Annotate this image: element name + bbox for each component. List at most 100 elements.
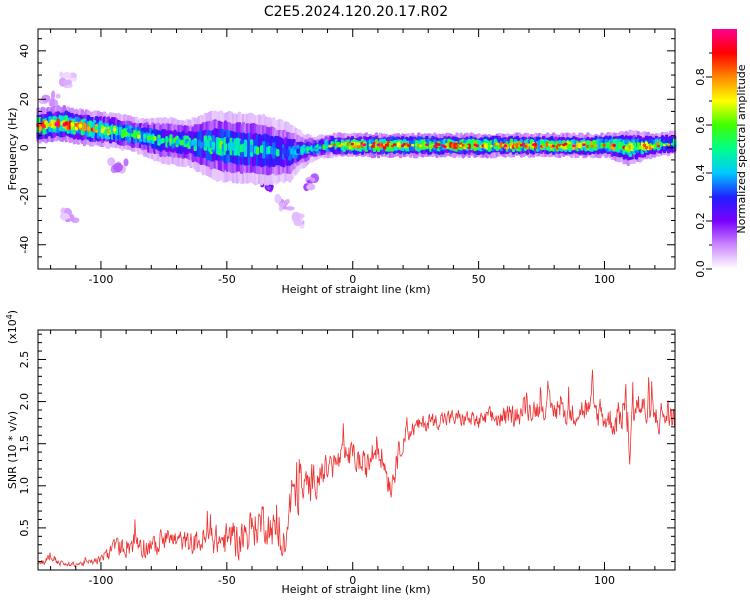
spectrogram-cell bbox=[495, 142, 500, 146]
spectrogram-cell bbox=[153, 136, 157, 141]
spectrogram-cell bbox=[411, 143, 415, 147]
spectrogram-cell bbox=[475, 144, 479, 148]
snr-y-multiplier: (x104) bbox=[5, 310, 19, 344]
spectrogram-cell bbox=[286, 149, 290, 157]
spectrogram-x-label: Height of straight line (km) bbox=[281, 283, 430, 296]
spectrogram-blob bbox=[51, 90, 56, 100]
spectrogram-frame bbox=[37, 28, 676, 270]
spectrogram-cell bbox=[638, 145, 643, 150]
colorbar-gradient bbox=[712, 29, 737, 269]
spectrogram-cell bbox=[290, 148, 294, 155]
spectrogram-cell bbox=[199, 141, 203, 149]
spectrogram-cell bbox=[352, 145, 357, 149]
colorbar-tick-label: 0.4 bbox=[694, 164, 707, 182]
spectrogram-cell bbox=[648, 143, 653, 147]
spectrogram-cell bbox=[223, 143, 228, 152]
spectrogram-cell bbox=[455, 144, 459, 148]
spectrogram-cell bbox=[509, 143, 514, 146]
spectrogram-cell bbox=[652, 143, 657, 150]
spectrogram-cell bbox=[666, 143, 671, 146]
spectrogram-cell bbox=[308, 146, 312, 150]
spectrogram-cell bbox=[578, 142, 582, 149]
spectrogram-cell bbox=[332, 143, 336, 147]
spectrogram-ticks: -100 -50 0 50 100 -40 -20 0 20 40 bbox=[18, 29, 675, 286]
spectrogram-cell bbox=[255, 146, 260, 155]
colorbar-tick-label: 0.8 bbox=[694, 68, 707, 86]
spectrogram-cell bbox=[610, 145, 614, 150]
y-tick-label: -40 bbox=[18, 236, 31, 254]
spectrogram-cell bbox=[205, 139, 209, 148]
spectrogram-cell bbox=[276, 149, 280, 157]
spectrogram-blob bbox=[107, 157, 116, 166]
spectrogram-cell bbox=[235, 143, 240, 153]
spectrogram-cell bbox=[487, 143, 491, 150]
spectrogram-cell bbox=[64, 121, 68, 126]
spectrogram-cell bbox=[376, 143, 381, 147]
spectrogram-cell bbox=[42, 124, 46, 129]
spectrogram-cell bbox=[338, 144, 342, 148]
snr-ticks: -100 -50 0 50 100 0.5 1.0 1.5 2.0 2.5 bbox=[18, 330, 675, 587]
spectrogram-cell bbox=[296, 148, 300, 154]
colorbar-label: Normalized spectral amplitude bbox=[735, 64, 748, 233]
spectrogram-cell bbox=[650, 145, 655, 148]
spectrogram-cell bbox=[548, 143, 552, 147]
spectrogram-cell bbox=[612, 143, 616, 148]
spectrogram-cell bbox=[582, 143, 586, 147]
spectrogram-cell bbox=[461, 143, 465, 147]
spectrogram-cell bbox=[644, 145, 649, 150]
x-tick-label: 50 bbox=[472, 574, 486, 587]
spectrogram-cell bbox=[600, 142, 604, 149]
spectrogram-y-label: Frequency (Hz) bbox=[6, 108, 19, 191]
spectrogram-cell bbox=[270, 146, 274, 155]
spectrogram-cell bbox=[249, 144, 254, 153]
y-tick-label: 2.0 bbox=[18, 393, 31, 411]
spectrogram-blob bbox=[41, 94, 51, 103]
x-tick-label: 50 bbox=[472, 273, 486, 286]
spectrogram-blob bbox=[278, 202, 286, 208]
spectrogram-blob bbox=[306, 183, 316, 191]
spectrogram-blob bbox=[62, 79, 73, 86]
spectrogram-cell bbox=[642, 143, 647, 147]
spectrogram-cell bbox=[527, 143, 532, 147]
spectrogram-cell bbox=[82, 122, 87, 132]
spectrogram-cell bbox=[433, 145, 437, 148]
x-tick-label: 0 bbox=[349, 574, 356, 587]
y-tick-label: 20 bbox=[18, 92, 31, 106]
spectrogram-blob bbox=[310, 177, 316, 183]
spectrogram-cell bbox=[86, 126, 91, 131]
spectrogram-cell bbox=[302, 147, 306, 152]
spectrogram-blob bbox=[49, 98, 56, 108]
snr-y-label: SNR (10 * v/v) bbox=[6, 411, 19, 489]
snr-series-line bbox=[38, 369, 675, 568]
snr-panel: -100 -50 0 50 100 0.5 1.0 1.5 2.0 2.5 Height of s… bbox=[5, 310, 676, 596]
spectrogram-cell bbox=[54, 122, 58, 127]
spectrogram-cell bbox=[523, 145, 528, 148]
spectrogram-cell bbox=[350, 142, 355, 146]
spectrogram-cell bbox=[241, 143, 246, 152]
colorbar-tick-label: 0.6 bbox=[694, 116, 707, 134]
spectrogram-blob bbox=[69, 214, 75, 222]
y-tick-label: 40 bbox=[18, 44, 31, 58]
y-tick-label: 0.5 bbox=[18, 519, 31, 537]
spectrogram-cell bbox=[483, 144, 487, 148]
spectrogram-cell bbox=[344, 145, 348, 149]
spectrogram-cell bbox=[594, 144, 598, 148]
spectrogram-cell bbox=[407, 144, 411, 147]
spectrogram-blob bbox=[274, 193, 282, 204]
spectrogram-cell bbox=[193, 140, 197, 147]
spectrogram-blob bbox=[113, 162, 123, 173]
spectrogram-cell bbox=[568, 143, 572, 147]
spectrogram-cell bbox=[137, 134, 141, 139]
spectrogram-cell bbox=[425, 143, 429, 147]
spectrogram-cell bbox=[521, 142, 526, 146]
spectrogram-cell bbox=[231, 142, 236, 151]
spectrogram-cell bbox=[78, 123, 83, 128]
figure-title: C2E5.2024.120.20.17.R02 bbox=[264, 4, 448, 20]
colorbar-tick-label: 0.0 bbox=[694, 260, 707, 278]
x-tick-label: 0 bbox=[349, 273, 356, 286]
spectrogram-blob bbox=[62, 71, 72, 79]
x-tick-label: 100 bbox=[594, 574, 615, 587]
snr-frame bbox=[37, 329, 676, 571]
spectrogram-cell bbox=[590, 144, 594, 148]
